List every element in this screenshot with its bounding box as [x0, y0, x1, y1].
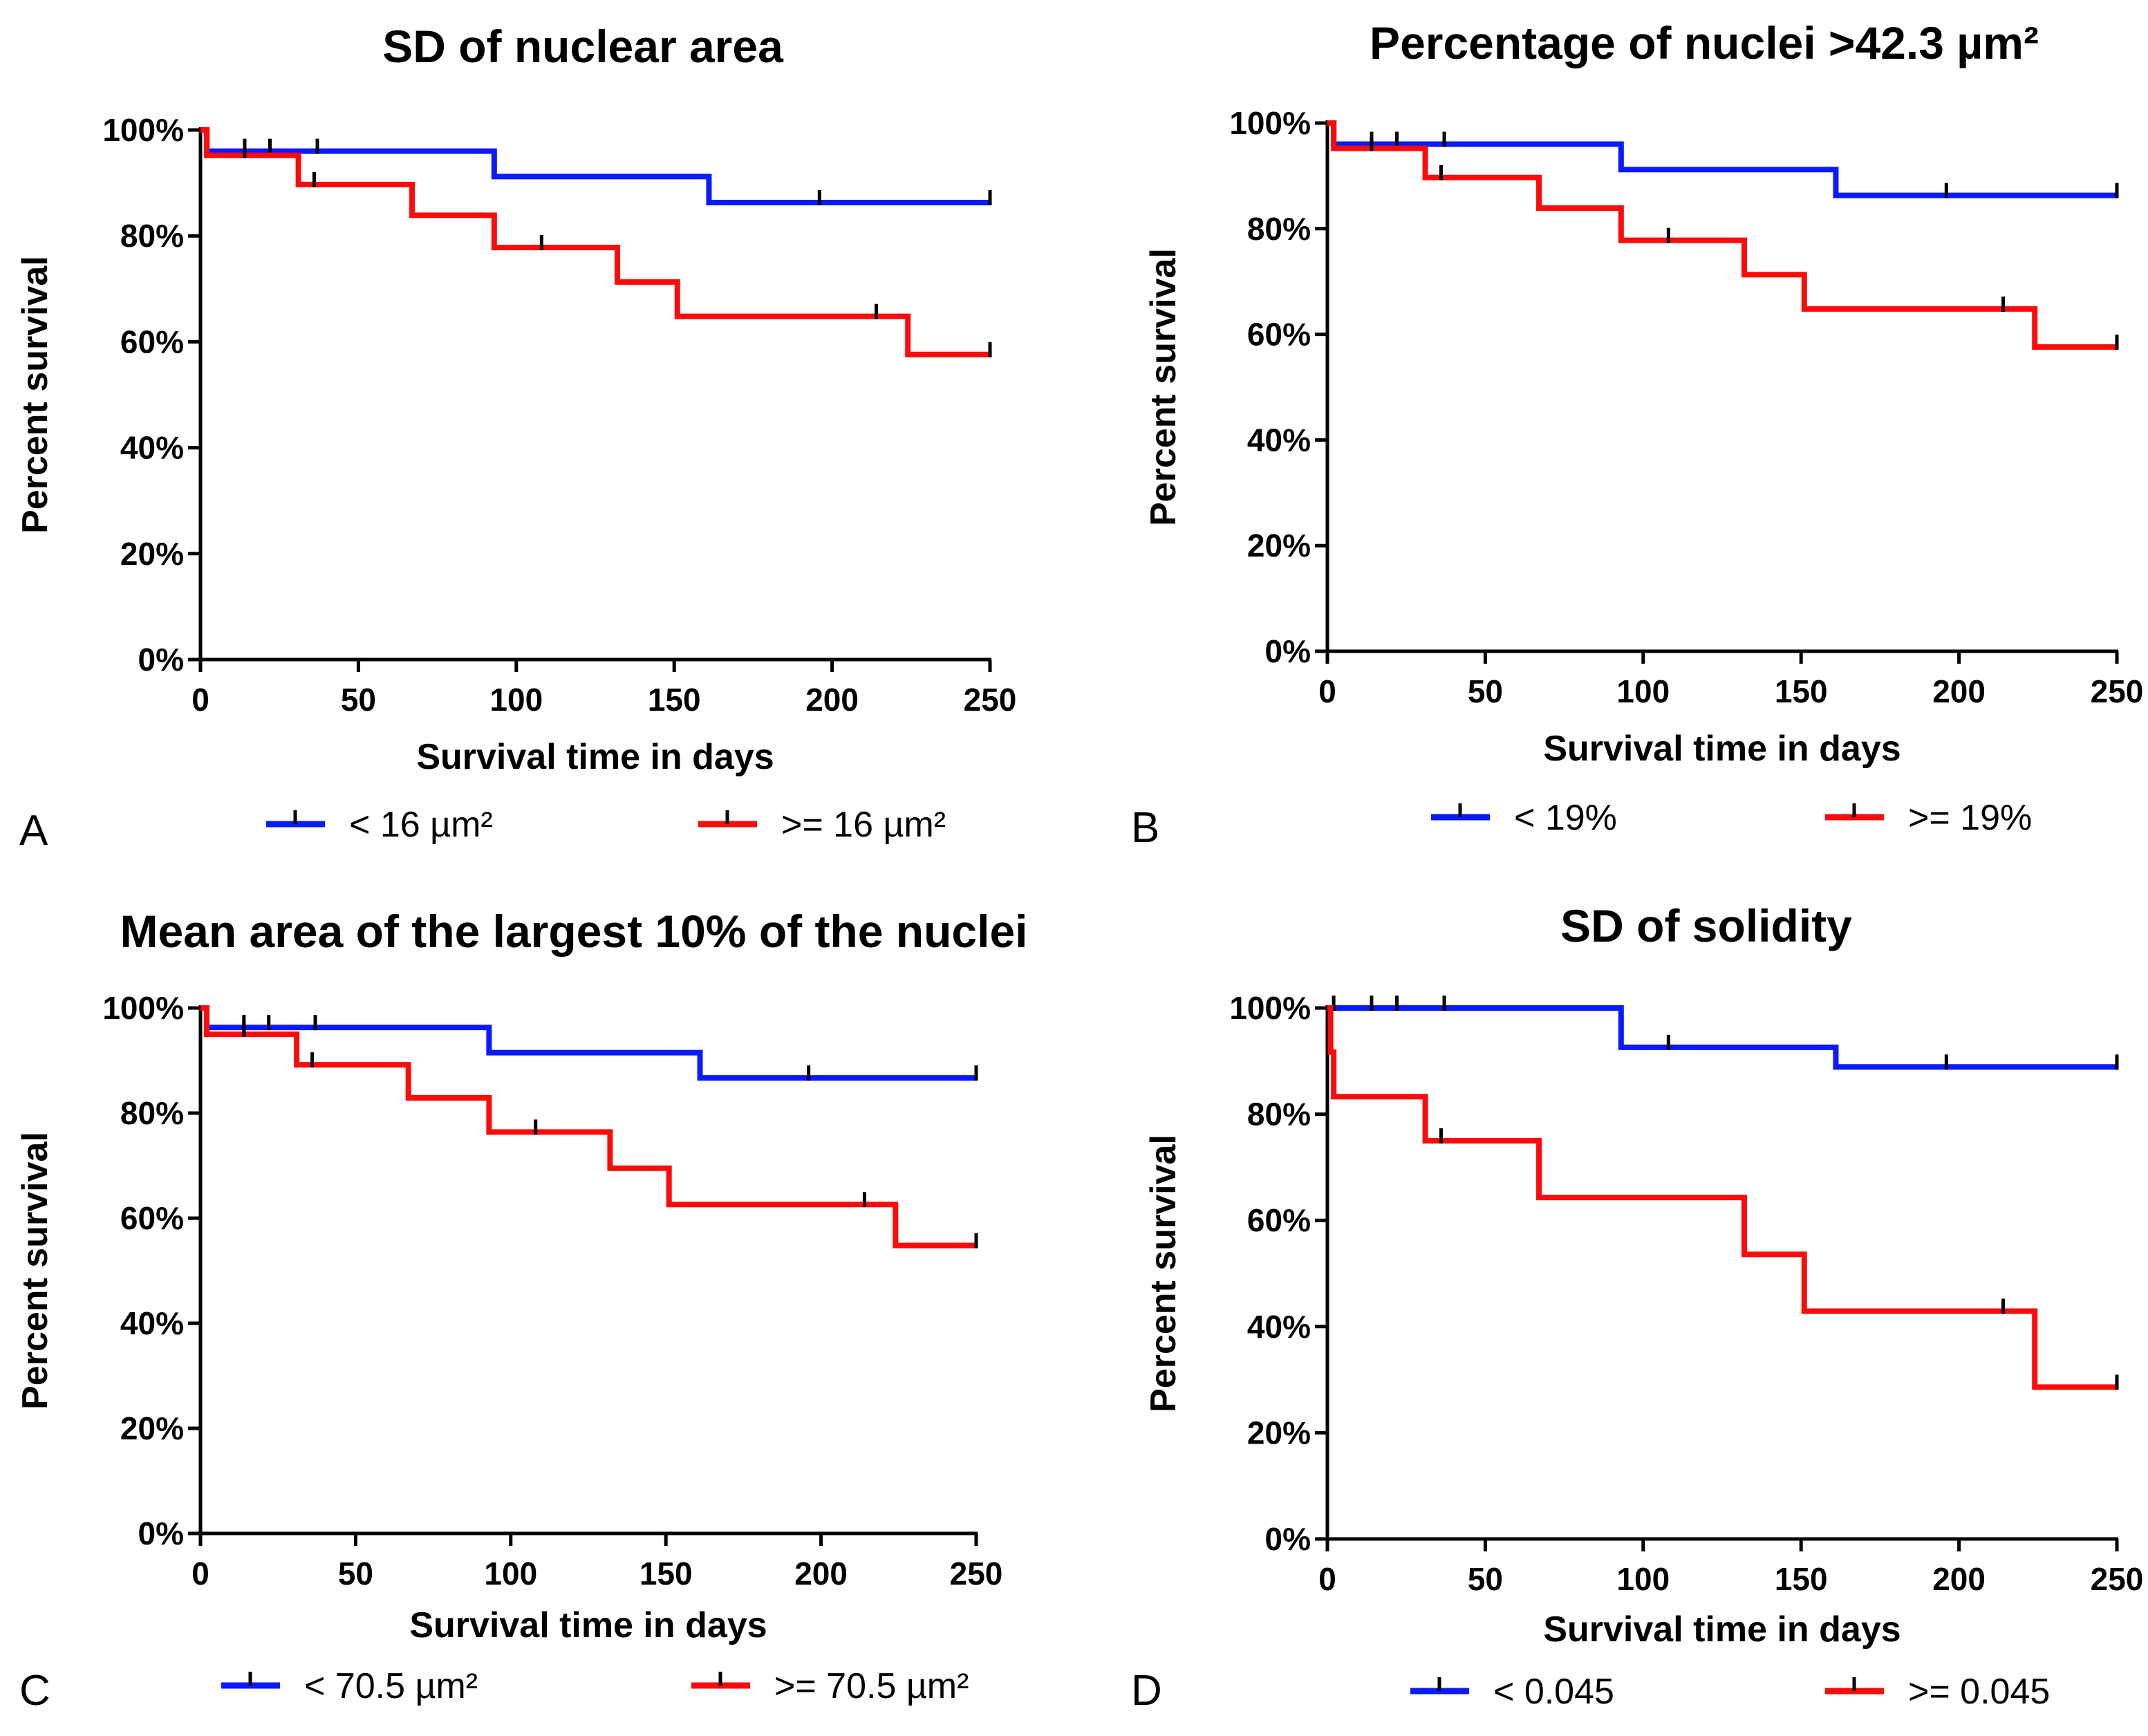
- series-line-blue: [1327, 1005, 2117, 1070]
- legend-label-blue: < 70.5 µm²: [304, 1666, 478, 1706]
- y-tick-label: 40%: [120, 1305, 184, 1341]
- y-tick-label: 100%: [102, 990, 184, 1026]
- x-tick-label: 150: [1775, 673, 1828, 709]
- y-tick-label: 60%: [1247, 317, 1311, 353]
- y-tick-label: 80%: [1247, 1096, 1311, 1132]
- x-tick-label: 0: [192, 1556, 209, 1592]
- x-axis-label: Survival time in days: [409, 1605, 767, 1645]
- x-axis-label: Survival time in days: [1543, 729, 1900, 769]
- chart-title: Percentage of nuclei >42.3 µm²: [1370, 17, 2039, 68]
- y-tick-label: 20%: [120, 536, 184, 572]
- y-tick-label: 20%: [120, 1410, 184, 1446]
- x-tick-label: 150: [648, 682, 701, 718]
- x-tick-label: 200: [805, 682, 859, 718]
- x-tick-label: 200: [1932, 1561, 1986, 1597]
- series-line-red: [1327, 1005, 2117, 1390]
- legend-label-blue: < 0.045: [1493, 1672, 1614, 1712]
- x-tick-label: 50: [338, 1556, 373, 1592]
- legend-label-red: >= 70.5 µm²: [774, 1666, 969, 1706]
- y-axis-label: Percent survival: [15, 256, 55, 534]
- y-tick-label: 60%: [120, 1200, 184, 1236]
- y-tick-label: 60%: [120, 324, 184, 360]
- x-tick-label: 150: [639, 1556, 693, 1592]
- y-axis-label: Percent survival: [15, 1132, 55, 1410]
- y-tick-label: 0%: [138, 1515, 184, 1551]
- y-tick-label: 40%: [1247, 422, 1311, 458]
- x-tick-label: 200: [1932, 673, 1986, 709]
- y-tick-label: 80%: [1247, 211, 1311, 247]
- y-tick-label: 20%: [1247, 1415, 1311, 1450]
- y-tick-label: 40%: [120, 430, 184, 466]
- chart-title: SD of nuclear area: [382, 21, 784, 72]
- x-tick-label: 50: [1468, 673, 1503, 709]
- y-tick-label: 40%: [1247, 1309, 1311, 1345]
- legend-label-red: >= 0.045: [1908, 1672, 2050, 1712]
- x-tick-label: 50: [341, 682, 376, 718]
- series-line-red: [200, 1005, 976, 1249]
- chart-title: SD of solidity: [1560, 900, 1852, 951]
- y-axis-label: Percent survival: [1143, 1135, 1184, 1412]
- chart-title: Mean area of the largest 10% of the nucl…: [120, 906, 1027, 957]
- panel-letter: B: [1131, 804, 1159, 852]
- x-tick-label: 250: [2091, 1561, 2144, 1597]
- x-tick-label: 100: [1616, 1561, 1670, 1597]
- y-tick-label: 20%: [1247, 528, 1311, 563]
- legend-label-blue: < 19%: [1514, 798, 1617, 838]
- y-tick-label: 60%: [1247, 1202, 1311, 1238]
- x-axis-label: Survival time in days: [1543, 1609, 1900, 1650]
- y-axis-label: Percent survival: [1143, 248, 1184, 526]
- x-tick-label: 0: [1318, 1561, 1336, 1597]
- x-tick-label: 150: [1775, 1561, 1828, 1597]
- x-tick-label: 250: [964, 682, 1017, 718]
- series-line-red: [200, 127, 990, 357]
- panel-letter: D: [1131, 1667, 1162, 1715]
- legend-label-blue: < 16 µm²: [349, 805, 493, 845]
- legend-label-red: >= 16 µm²: [781, 805, 946, 845]
- x-tick-label: 200: [794, 1556, 848, 1592]
- x-tick-label: 250: [2091, 673, 2144, 709]
- x-tick-label: 0: [1318, 673, 1336, 709]
- x-tick-label: 0: [192, 682, 209, 718]
- y-tick-label: 80%: [120, 1095, 184, 1131]
- y-tick-label: 0%: [1265, 633, 1311, 669]
- x-tick-label: 100: [1616, 673, 1670, 709]
- series-line-red: [1327, 120, 2117, 350]
- y-tick-label: 100%: [1229, 105, 1311, 141]
- legend-label-red: >= 19%: [1908, 798, 2032, 838]
- y-tick-label: 0%: [138, 642, 184, 678]
- x-tick-label: 100: [484, 1556, 537, 1592]
- x-tick-label: 100: [489, 682, 543, 718]
- x-tick-label: 50: [1468, 1561, 1503, 1597]
- y-tick-label: 80%: [120, 218, 184, 254]
- x-axis-label: Survival time in days: [416, 737, 774, 777]
- x-tick-label: 250: [950, 1556, 1003, 1592]
- panel-letter: C: [19, 1667, 50, 1715]
- panel-letter: A: [19, 807, 48, 855]
- y-tick-label: 100%: [1229, 990, 1311, 1026]
- y-tick-label: 0%: [1265, 1521, 1311, 1557]
- y-tick-label: 100%: [102, 112, 184, 148]
